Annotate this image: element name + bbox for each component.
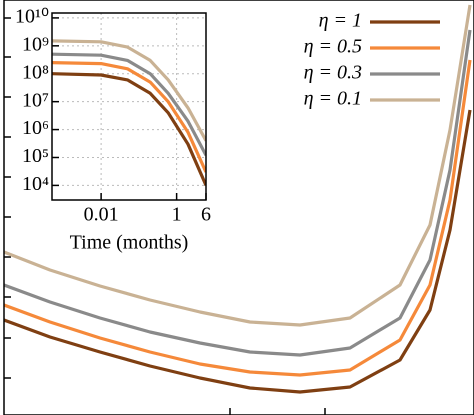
series-line — [4, 4, 472, 327]
y-tick-label: 10¹⁰ — [15, 6, 49, 28]
x-axis-label: Time (months) — [70, 232, 189, 254]
x-tick-label: 0.01 — [84, 204, 119, 226]
y-tick-label: 10⁸ — [22, 61, 49, 83]
legend-label: η = 1 — [319, 10, 362, 32]
series-line — [4, 59, 472, 377]
x-tick-label: 1 — [172, 204, 182, 226]
series-line — [4, 29, 472, 357]
series-line — [52, 39, 206, 142]
series-line — [52, 61, 206, 173]
series-line — [4, 109, 472, 394]
plot-background — [52, 13, 206, 200]
legend-label: η = 0.1 — [304, 88, 362, 110]
y-tick-label: 10⁶ — [22, 117, 49, 139]
y-tick-label: 10⁹ — [22, 33, 49, 55]
plot-frame — [51, 12, 207, 201]
y-tick-label: 10⁴ — [22, 173, 49, 195]
plot-frame — [3, 0, 474, 415]
y-tick-label: 10⁷ — [22, 89, 49, 111]
y-tick-label: 10⁵ — [22, 145, 49, 167]
series-line — [52, 52, 206, 157]
x-tick-label: 6 — [201, 204, 211, 226]
legend-label: η = 0.5 — [304, 36, 362, 58]
series-line — [52, 72, 206, 187]
legend-label: η = 0.3 — [304, 62, 362, 84]
